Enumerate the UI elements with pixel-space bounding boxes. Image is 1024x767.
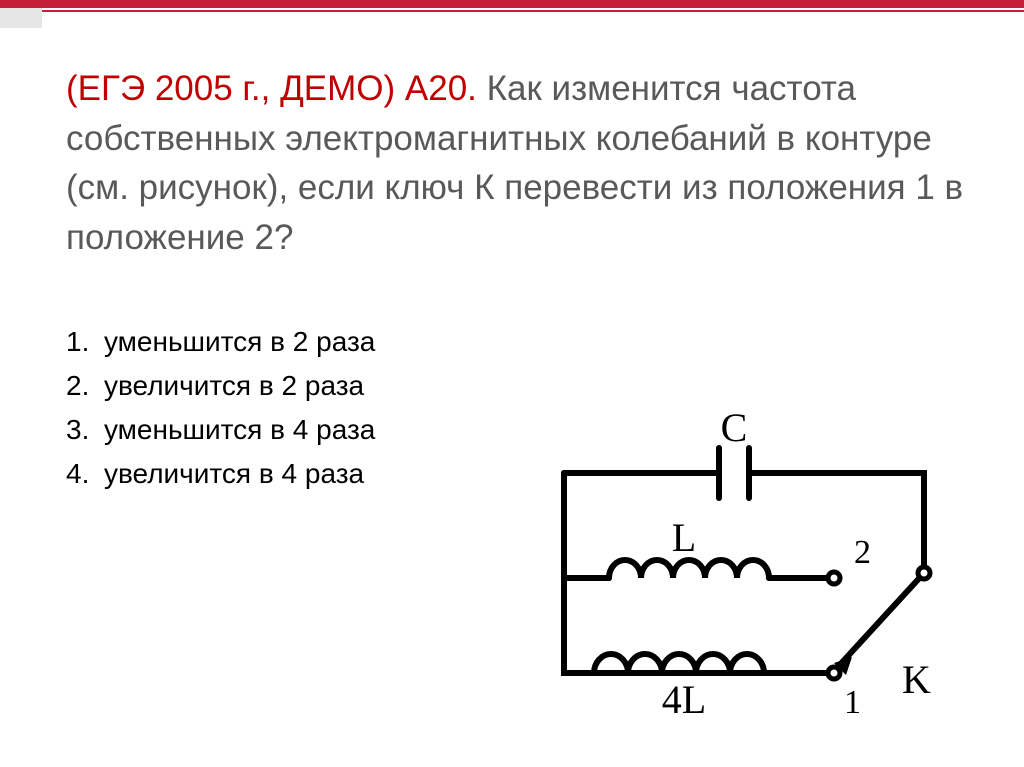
accent-bar <box>0 0 1024 8</box>
answer-item: 2.увеличится в 2 раза <box>66 365 964 407</box>
answer-item: 1.уменьшится в 2 раза <box>66 321 964 363</box>
question-source: (ЕГЭ 2005 г., ДЕМО) А20 <box>66 69 467 108</box>
question-period: . <box>467 69 477 108</box>
corner-tab <box>0 0 42 28</box>
label-pos2: 2 <box>854 534 871 571</box>
label-c: C <box>721 413 748 450</box>
label-l: L <box>672 515 696 560</box>
label-k: K <box>902 657 931 702</box>
label-pos1: 1 <box>844 684 861 713</box>
label-4l: 4L <box>662 677 706 713</box>
circuit-diagram: C L 4L 2 1 K <box>534 413 954 713</box>
question-text: (ЕГЭ 2005 г., ДЕМО) А20. Как изменится ч… <box>66 64 964 263</box>
